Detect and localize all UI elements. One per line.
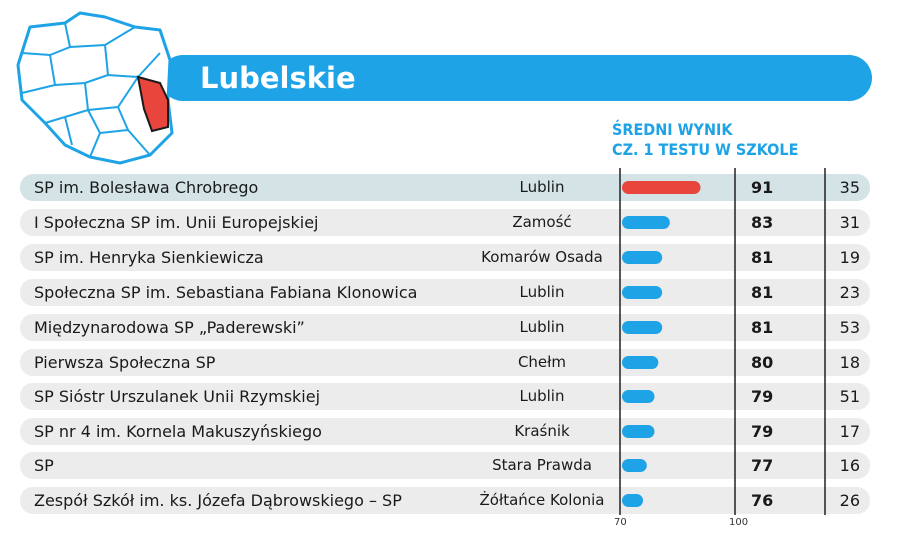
town-name: Stara Prawda: [492, 456, 592, 474]
subtitle-line-1: ŚREDNI WYNIK: [612, 120, 733, 139]
school-name: SP Sióstr Urszulanek Unii Rzymskiej: [34, 387, 321, 406]
student-count: 17: [839, 422, 860, 441]
town-name: Żółtańce Kolonia: [479, 491, 605, 509]
table-row: Pierwsza Społeczna SP Chełm 80 18: [20, 349, 870, 376]
table-row: I Społeczna SP im. Unii Europejskiej Zam…: [20, 209, 870, 236]
town-name: Lublin: [519, 283, 565, 301]
score-bar: [622, 251, 663, 264]
table-row: SP Stara Prawda 77 16: [20, 452, 870, 479]
poland-map-icon: [16, 11, 174, 165]
school-name: Międzynarodowa SP „Paderewski”: [34, 318, 305, 337]
school-name: SP im. Bolesława Chrobrego: [34, 178, 259, 197]
town-name: Zamość: [512, 213, 572, 231]
score-value: 79: [751, 387, 774, 406]
student-count: 51: [839, 387, 860, 406]
score-bar: [622, 459, 647, 472]
score-value: 91: [751, 178, 774, 197]
x-tick-label: 70: [614, 517, 627, 528]
table-row: Społeczna SP im. Sebastiana Fabiana Klon…: [20, 279, 870, 306]
town-name: Lublin: [519, 318, 565, 336]
table-row: Międzynarodowa SP „Paderewski” Lublin 81…: [20, 314, 870, 341]
student-count: 19: [839, 248, 860, 267]
score-value: 81: [751, 248, 774, 267]
score-value: 76: [751, 491, 774, 510]
town-name: Lublin: [519, 178, 565, 196]
title-banner: [160, 55, 872, 101]
chart-subtitle: ŚREDNI WYNIK CZ. 1 TESTU W SZKOLE: [612, 120, 798, 160]
student-count: 35: [839, 178, 860, 197]
town-name: Komarów Osada: [481, 248, 603, 266]
score-value: 79: [751, 422, 774, 441]
score-bar: [622, 321, 663, 334]
score-bar: [622, 425, 655, 438]
town-name: Kraśnik: [514, 422, 570, 440]
table-row: Zespół Szkół im. ks. Józefa Dąbrowskiego…: [20, 487, 870, 514]
school-name: Społeczna SP im. Sebastiana Fabiana Klon…: [34, 283, 418, 302]
school-name: SP nr 4 im. Kornela Makuszyńskiego: [34, 422, 322, 441]
score-bar: [622, 356, 659, 369]
town-name: Chełm: [517, 353, 567, 371]
table-row: SP im. Bolesława Chrobrego Lublin 91 35: [20, 174, 870, 201]
school-name: SP im. Henryka Sienkiewicza: [34, 248, 264, 267]
x-tick-label: 100: [729, 517, 749, 528]
score-bar: [622, 216, 670, 229]
school-name: I Społeczna SP im. Unii Europejskiej: [34, 213, 319, 232]
score-value: 81: [751, 318, 774, 337]
score-value: 83: [751, 213, 774, 232]
score-value: 77: [751, 456, 774, 475]
school-name: Zespół Szkół im. ks. Józefa Dąbrowskiego…: [34, 491, 402, 510]
student-count: 26: [839, 491, 860, 510]
score-bar: [622, 494, 643, 507]
score-bar: [622, 286, 663, 299]
chart-title: Lubelskie: [200, 61, 356, 95]
score-value: 80: [751, 353, 774, 372]
table-row: SP Sióstr Urszulanek Unii Rzymskiej Lubl…: [20, 383, 870, 410]
student-count: 16: [839, 456, 860, 475]
town-name: Lublin: [519, 387, 565, 405]
student-count: 31: [839, 213, 860, 232]
score-bar: [622, 181, 701, 194]
subtitle-line-2: CZ. 1 TESTU W SZKOLE: [612, 140, 799, 159]
student-count: 53: [839, 318, 860, 337]
school-name: Pierwsza Społeczna SP: [34, 353, 216, 372]
student-count: 23: [839, 283, 860, 302]
school-name: SP: [34, 456, 54, 475]
score-value: 81: [751, 283, 774, 302]
student-count: 18: [839, 353, 860, 372]
table-row: SP im. Henryka Sienkiewicza Komarów Osad…: [20, 244, 870, 271]
table-row: SP nr 4 im. Kornela Makuszyńskiego Kraśn…: [20, 418, 870, 445]
score-bar: [622, 390, 655, 403]
